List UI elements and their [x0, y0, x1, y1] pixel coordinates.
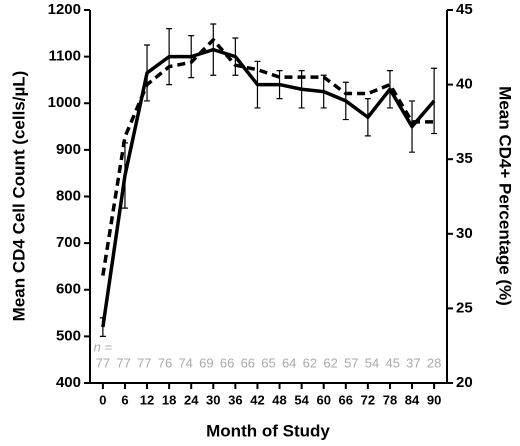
y-tick-label: 600 — [56, 281, 81, 298]
y-tick-label: 800 — [56, 187, 81, 204]
n-value: 77 — [96, 355, 110, 370]
n-value: 64 — [282, 355, 296, 370]
x-tick-label: 78 — [383, 392, 397, 407]
n-value: 28 — [427, 355, 441, 370]
x-tick-label: 42 — [250, 392, 264, 407]
n-value: 77 — [116, 355, 130, 370]
y-tick-label: 1000 — [48, 94, 81, 111]
x-tick-label: 12 — [140, 392, 154, 407]
x-tick-label: 54 — [294, 392, 309, 407]
n-value: 37 — [406, 355, 420, 370]
line — [101, 38, 435, 276]
y2-tick-label: 45 — [456, 1, 473, 18]
n-value: 69 — [199, 355, 213, 370]
n-value: 54 — [365, 355, 379, 370]
x-tick-label: 0 — [99, 392, 106, 407]
x-tick-label: 66 — [339, 392, 353, 407]
y2-tick-label: 40 — [456, 76, 473, 93]
y2-tick-label: 20 — [456, 374, 473, 391]
x-tick-label: 48 — [272, 392, 286, 407]
y2-tick-label: 30 — [456, 225, 473, 242]
n-value: 62 — [303, 355, 317, 370]
y-tick-label: 1100 — [48, 48, 81, 65]
n-value: 57 — [344, 355, 358, 370]
x-tick-label: 36 — [228, 392, 242, 407]
n-label: n = — [94, 339, 113, 354]
x-tick-label: 72 — [361, 392, 375, 407]
y-axis-label: Mean CD4 Cell Count (cells/µL) — [9, 71, 28, 322]
x-tick-label: 30 — [206, 392, 220, 407]
y2-tick-label: 25 — [456, 299, 473, 316]
n-value: 77 — [137, 355, 151, 370]
n-value: 65 — [261, 355, 275, 370]
n-value: 45 — [385, 355, 399, 370]
y2-axis-label: Mean CD4+ Percentage (%) — [496, 86, 515, 306]
n-value: 66 — [241, 355, 255, 370]
x-tick-label: 60 — [316, 392, 330, 407]
n-value: 74 — [178, 355, 192, 370]
x-tick-label: 24 — [184, 392, 199, 407]
y-tick-label: 1200 — [48, 1, 81, 18]
error-bar — [431, 67, 438, 135]
n-value: 76 — [158, 355, 172, 370]
x-axis-label: Month of Study — [206, 421, 330, 440]
x-tick-label: 90 — [427, 392, 441, 407]
y-tick-label: 500 — [56, 327, 81, 344]
n-value: 66 — [220, 355, 234, 370]
y-tick-label: 700 — [56, 234, 81, 251]
x-tick-label: 18 — [162, 392, 176, 407]
n-value: 62 — [323, 355, 337, 370]
y-tick-label: 400 — [56, 374, 81, 391]
y-tick-label: 900 — [56, 141, 81, 158]
x-tick-label: 84 — [405, 392, 420, 407]
line — [101, 47, 436, 328]
y2-tick-label: 35 — [456, 150, 473, 167]
x-tick-label: 6 — [121, 392, 128, 407]
